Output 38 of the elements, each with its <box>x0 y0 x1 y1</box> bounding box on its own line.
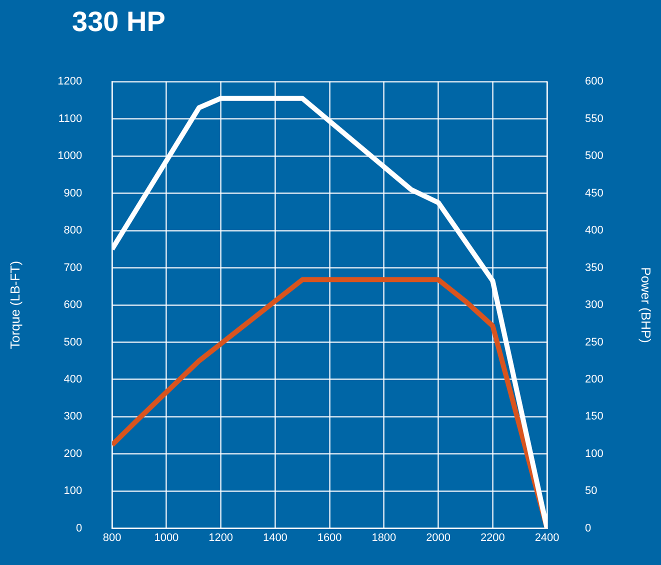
x-tick-label: 1400 <box>262 532 288 544</box>
chart-title: 330 HP <box>72 6 166 38</box>
x-tick-label: 1800 <box>372 532 396 544</box>
y-tick-label: 800 <box>64 224 82 237</box>
x-tick-label: 2000 <box>426 532 451 544</box>
y2-tick-label: 200 <box>585 374 604 386</box>
y-tick-label: 300 <box>64 410 82 423</box>
y2-tick-label: 550 <box>585 112 604 125</box>
y-tick-label: 100 <box>64 485 82 498</box>
y-tick-label: 900 <box>64 187 82 200</box>
y2-tick-label: 300 <box>585 299 604 312</box>
y2-tick-label: 350 <box>585 262 604 274</box>
y2-tick-label: 450 <box>585 187 604 200</box>
y-tick-label: 400 <box>64 374 82 386</box>
y-tick-label: 600 <box>64 299 82 312</box>
y-tick-label: 0 <box>76 522 82 534</box>
y-axis-title: Torque (LB-FT) <box>7 260 22 350</box>
x-tick-label: 800 <box>102 532 122 544</box>
y2-tick-label: 50 <box>585 485 598 498</box>
x-tick-label: 1200 <box>208 532 234 544</box>
x-tick-label: 2400 <box>534 532 560 544</box>
y2-tick-label: 250 <box>585 336 604 348</box>
y2-tick-label: 0 <box>585 522 592 534</box>
y2-tick-label: 600 <box>585 76 604 88</box>
y2-tick-label: 500 <box>585 150 604 162</box>
x-tick-label: 2200 <box>480 532 505 544</box>
y2-tick-label: 100 <box>585 448 604 460</box>
y-tick-label: 1200 <box>58 76 82 88</box>
y-tick-label: 200 <box>64 448 82 460</box>
y-tick-label: 1000 <box>58 150 82 162</box>
x-tick-label: 1000 <box>154 532 179 544</box>
x-tick-label: 1600 <box>317 532 342 544</box>
y2-tick-label: 400 <box>585 224 604 237</box>
y-tick-label: 500 <box>64 336 82 348</box>
y2-axis-title: Power (BHP) <box>638 267 654 343</box>
y2-tick-label: 150 <box>585 410 604 423</box>
y-tick-label: 1100 <box>58 112 82 125</box>
y-tick-label: 700 <box>64 262 82 274</box>
